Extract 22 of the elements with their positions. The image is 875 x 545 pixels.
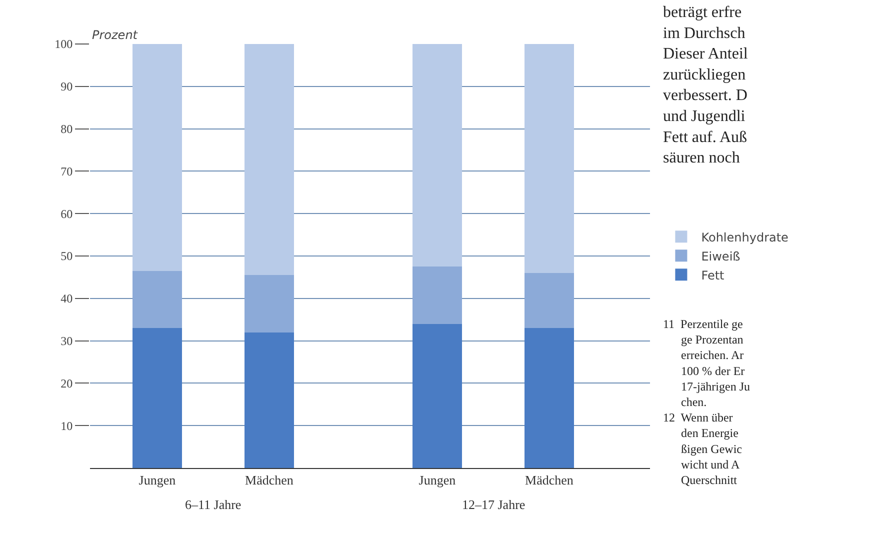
y-tick-label: 30 (60, 334, 73, 348)
text: 6–11 Jahre (185, 497, 242, 512)
text: beträgt erfre im Durchsch Dieser Anteil zurückliegen verbessert. D und Jugendli Fett auf. Auß säuren noch (663, 4, 748, 167)
y-tick-label: 90 (60, 80, 73, 94)
x-tick-label: Jungen (418, 472, 456, 488)
y-tick-label: 60 (60, 206, 73, 221)
x-tick-label: Jungen (138, 472, 176, 488)
x-tick-label: Mädchen (525, 472, 574, 488)
x-tick-label: Mädchen (245, 472, 294, 488)
y-tick-label: 40 (60, 292, 73, 306)
y-tick-label: 70 (60, 164, 73, 178)
text: 12–17 Jahre (462, 497, 526, 512)
y-tick-label: 100 (54, 37, 73, 52)
legend-label: Fett (701, 268, 725, 282)
legend-label: Kohlenhydrate (701, 230, 788, 244)
y-tick-label: 80 (60, 122, 73, 136)
y-tick-label: 50 (60, 249, 73, 264)
y-axis-title: Prozent (92, 28, 139, 42)
legend-label: Eiweiß (701, 249, 741, 264)
y-tick-label: 20 (60, 376, 73, 390)
y-tick-label: 10 (60, 418, 73, 433)
text: 11 Perzentile ge ge Prozentan erreichen. Ar 100 % der Er 17-jährigen Ju chen. 12 Wenn über den Energie ßigen Gewic wicht und A Querschnitt (663, 317, 750, 487)
